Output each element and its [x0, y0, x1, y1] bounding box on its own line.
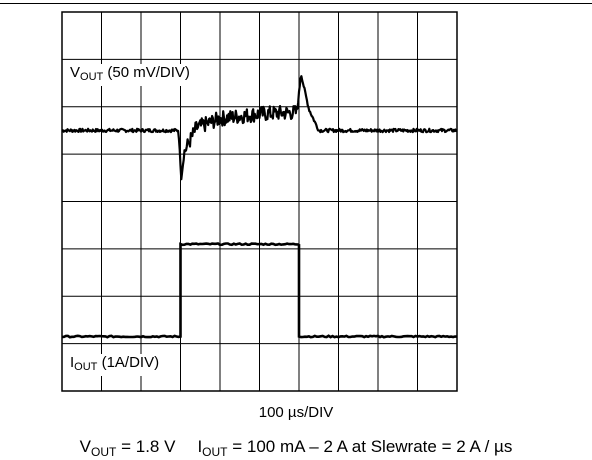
- vout-channel-label: VOUT (50 mV/DIV): [68, 64, 192, 86]
- scope-frame: [61, 11, 458, 392]
- time-scale-label: 100 µs/DIV: [258, 404, 334, 421]
- iout-channel-label: IOUT (1A/DIV): [68, 354, 162, 376]
- test-conditions: VOUT = 1.8 V IOUT = 100 mA – 2 A at Slewr…: [0, 437, 592, 459]
- iout-trace: [61, 242, 458, 339]
- vout-condition: VOUT = 1.8 V: [79, 437, 176, 459]
- top-rule: [0, 3, 592, 4]
- vout-trace: [61, 75, 458, 181]
- iout-condition: IOUT = 100 mA – 2 A at Slewrate = 2 A / …: [197, 437, 513, 459]
- scope-chart: [61, 11, 458, 392]
